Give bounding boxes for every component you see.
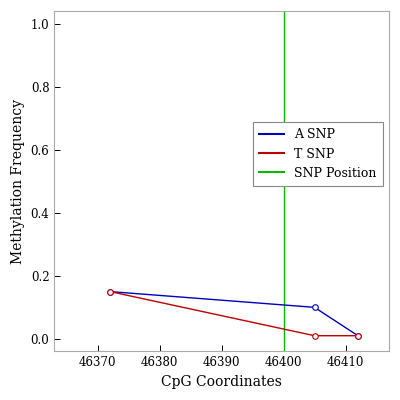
Y-axis label: Methylation Frequency: Methylation Frequency [11,99,25,264]
Legend: A SNP, T SNP, SNP Position: A SNP, T SNP, SNP Position [253,122,383,186]
X-axis label: CpG Coordinates: CpG Coordinates [161,375,282,389]
